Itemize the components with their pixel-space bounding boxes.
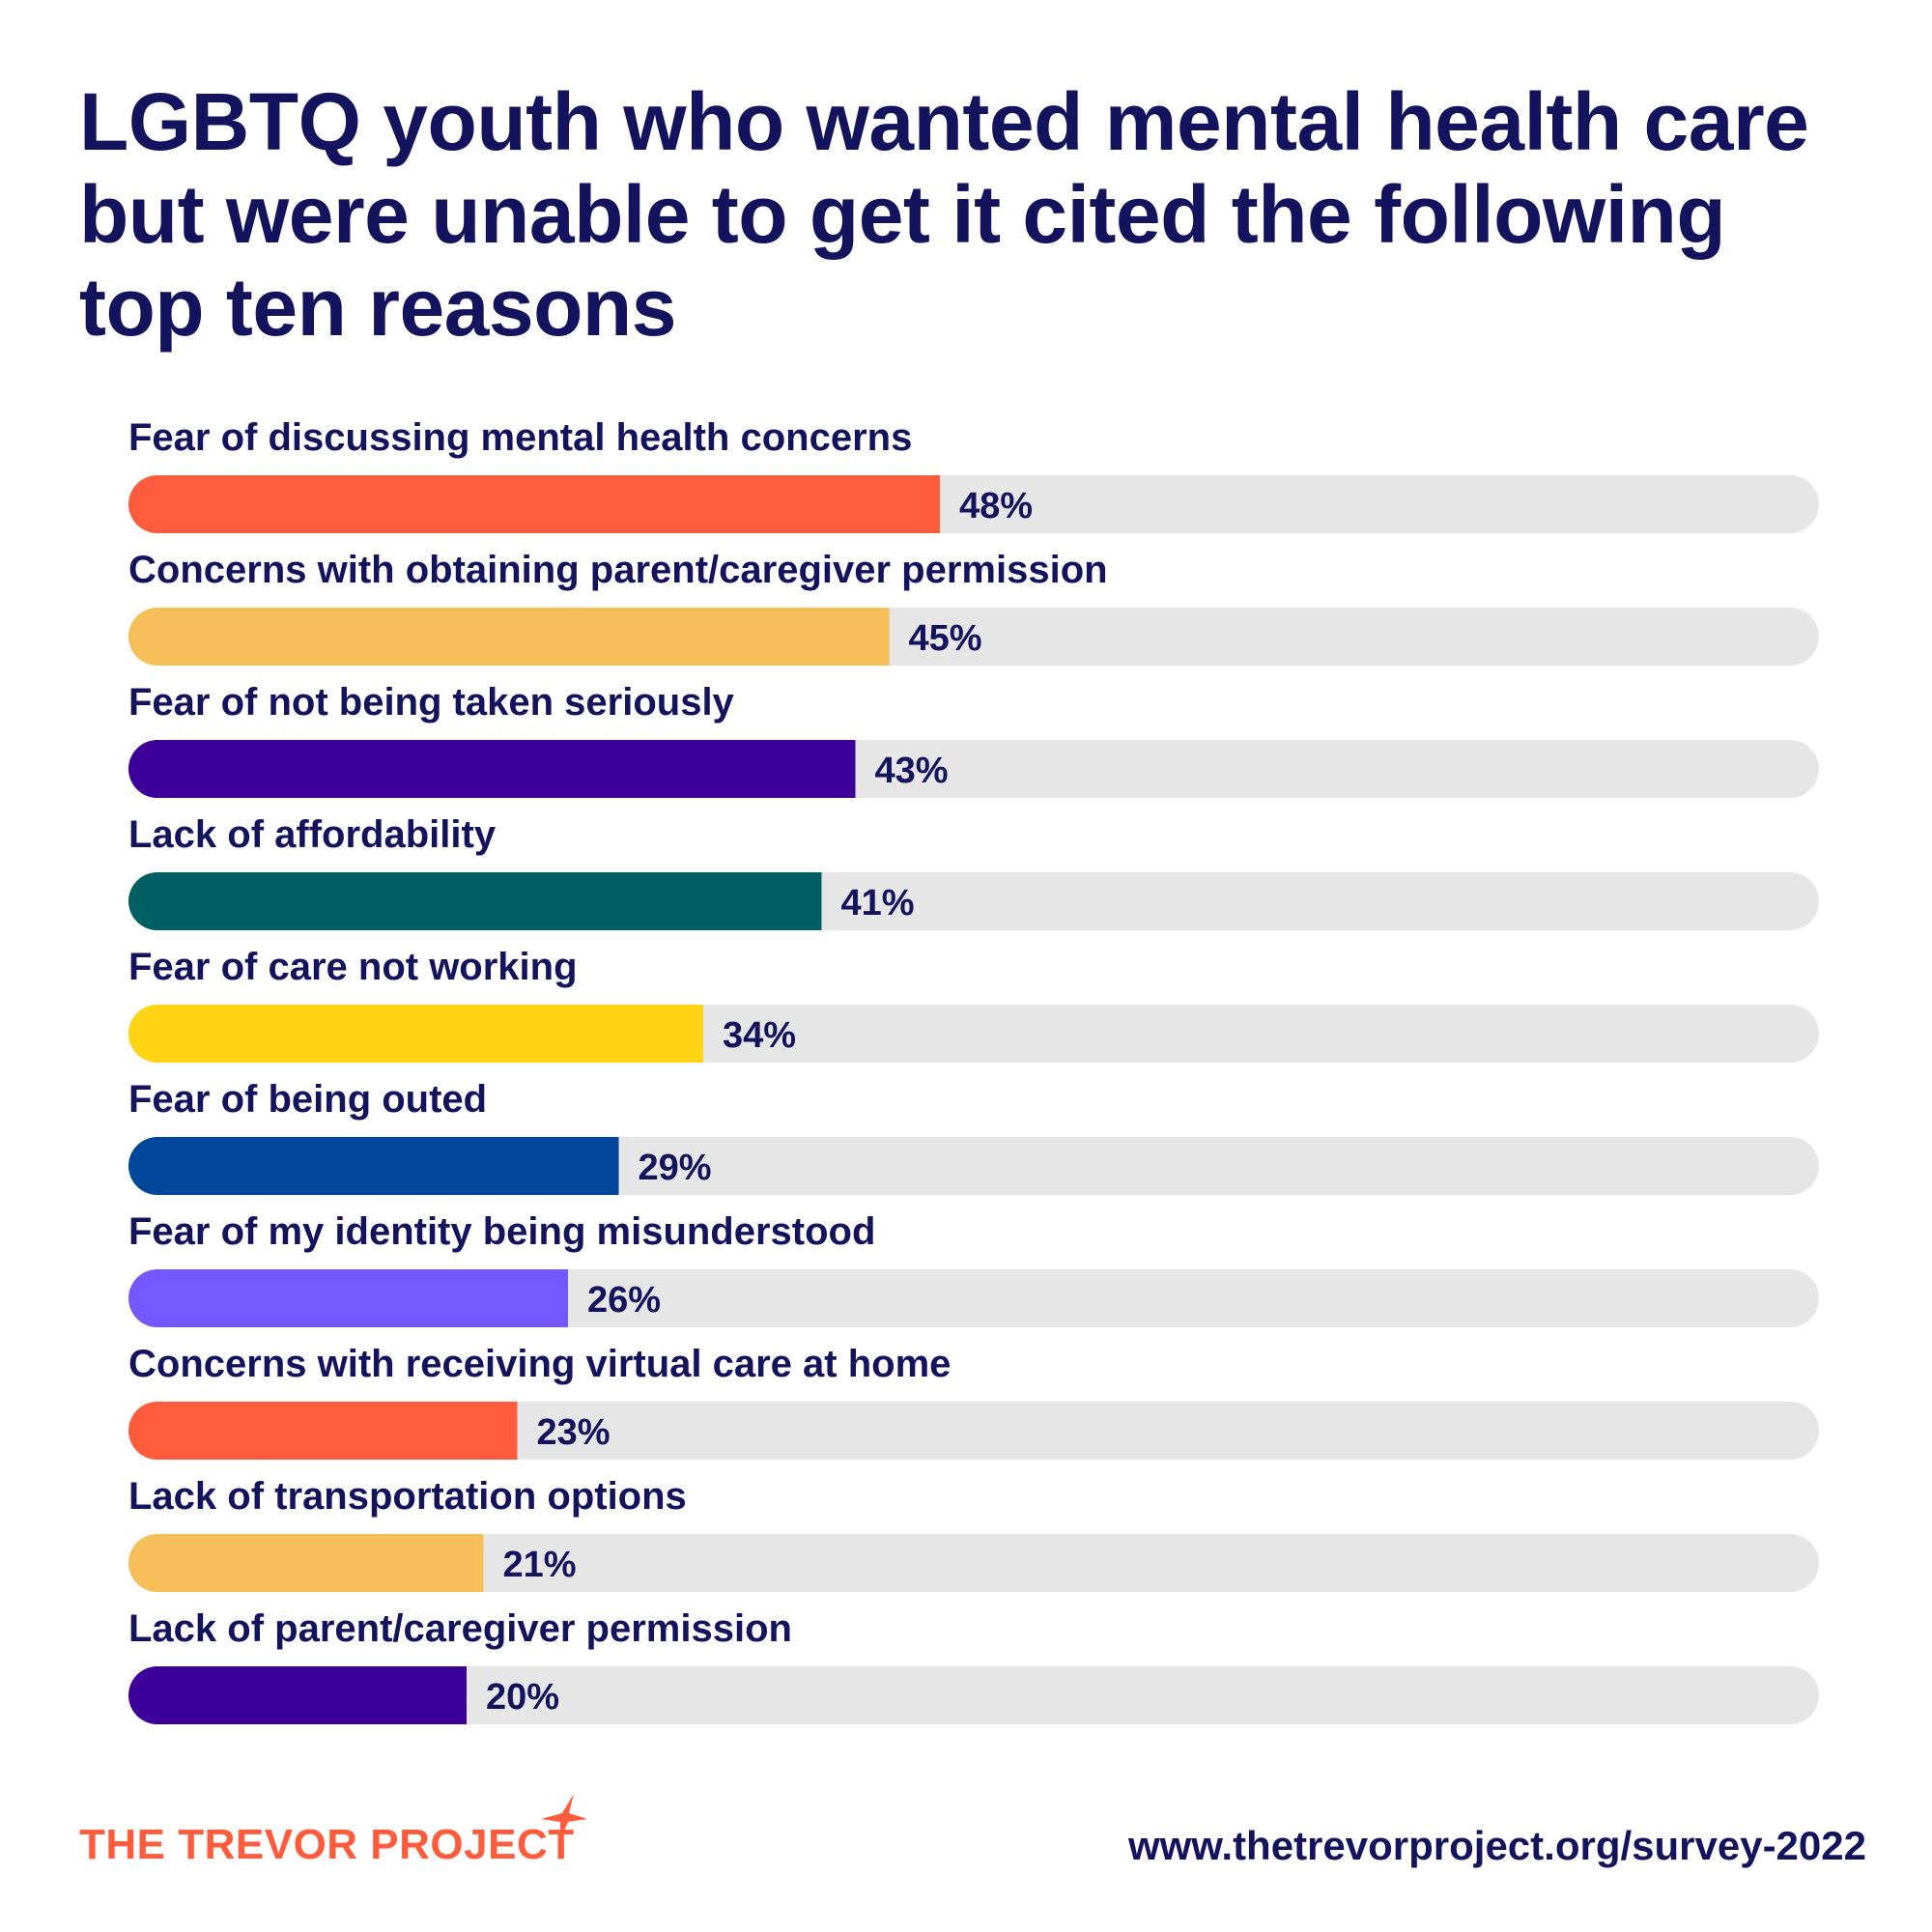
survey-url[interactable]: www.thetrevorproject.org/survey-2022 [1127, 1823, 1866, 1868]
star-icon [541, 1794, 587, 1840]
bar [128, 1666, 467, 1724]
bar [128, 1269, 568, 1327]
bar-category-label: Fear of being outed [128, 1078, 487, 1121]
bar-value-label: 43% [875, 751, 949, 791]
bar-track [128, 1666, 1819, 1724]
bar [128, 1005, 703, 1063]
bar-category-label: Fear of discussing mental health concern… [128, 416, 912, 459]
bar-category-label: Concerns with receiving virtual care at … [128, 1343, 951, 1385]
trevor-project-logo: THE TREVOR PROJECT [79, 1821, 575, 1868]
bar-category-label: Fear of my identity being misunderstood [128, 1210, 875, 1253]
bar-value-label: 26% [587, 1280, 661, 1321]
bar-value-label: 20% [486, 1677, 559, 1718]
bar-value-label: 45% [909, 618, 982, 659]
bar-value-label: 29% [639, 1148, 712, 1188]
bar-value-label: 34% [723, 1015, 796, 1056]
bar [128, 1534, 484, 1592]
bar [128, 1402, 518, 1460]
bar-category-label: Lack of transportation options [128, 1475, 687, 1518]
bar-value-label: 23% [537, 1412, 611, 1453]
bar-category-label: Lack of affordability [128, 813, 497, 856]
bar-value-label: 21% [503, 1545, 577, 1585]
bar-chart: Fear of discussing mental health concern… [128, 416, 1819, 1724]
bar-track [128, 1402, 1819, 1460]
bar-category-label: Lack of parent/caregiver permission [128, 1607, 792, 1650]
bar-category-label: Fear of not being taken seriously [128, 681, 735, 724]
bar-category-label: Concerns with obtaining parent/caregiver… [128, 549, 1108, 591]
bar [128, 608, 890, 666]
bar [128, 740, 856, 798]
bar-value-label: 41% [841, 883, 915, 923]
bar-track [128, 1534, 1819, 1592]
chart-title: LGBTQ youth who wanted mental health car… [79, 76, 1809, 353]
bar [128, 1137, 619, 1195]
bar [128, 872, 822, 930]
bar [128, 475, 940, 533]
bar-category-label: Fear of care not working [128, 946, 578, 988]
bar-value-label: 48% [959, 486, 1033, 526]
